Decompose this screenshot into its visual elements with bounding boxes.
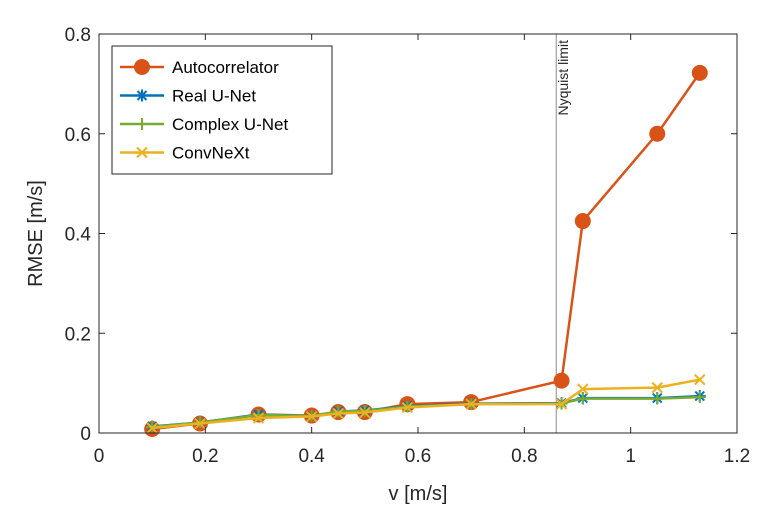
legend-label: Complex U-Net: [172, 115, 288, 134]
x-tick-label: 1: [625, 446, 636, 467]
y-tick-label: 0: [80, 424, 91, 445]
data-point: [694, 373, 706, 386]
data-point: [693, 391, 706, 404]
x-tick-label: 0: [94, 446, 105, 467]
legend-label: Real U-Net: [172, 87, 256, 106]
data-point: [252, 412, 265, 424]
axes-layer: 0 0.2 0.4 0.6 0.8 1 1.2 0 0.2 0.4 0.6 0.8 v [m/s] RMS…: [25, 25, 750, 505]
x-axis-label: v [m/s]: [389, 483, 448, 505]
data-point: [194, 417, 206, 430]
legend-label: Autocorrelator: [172, 58, 279, 77]
data-point: [577, 383, 589, 395]
y-axis-label: RMSE [m/s]: [25, 180, 47, 287]
data-point: [305, 410, 318, 423]
data-point: [651, 381, 663, 394]
y-tick-label: 0.2: [65, 324, 91, 345]
x-tick-label: 0.2: [192, 446, 218, 467]
data-point: [401, 401, 414, 414]
legend-swatch-marker: [136, 89, 148, 102]
data-point: [555, 398, 568, 410]
x-tick-label: 0.6: [405, 446, 431, 467]
legend: Autocorrelator Real U-Net Complex U-Net Con…: [111, 45, 333, 175]
data-point: [574, 213, 591, 230]
data-point: [651, 392, 664, 405]
data-point: [649, 125, 666, 142]
y-tick-label: 0.6: [65, 125, 91, 146]
legend-label: ConvNeXt: [172, 144, 250, 163]
marks-layer: Nyquist limit: [144, 34, 708, 438]
data-point: [146, 422, 158, 434]
x-tick-label: 0.4: [298, 446, 325, 467]
series-line-convnext: [152, 378, 701, 430]
data-point: [691, 64, 708, 81]
data-point: [332, 407, 344, 420]
y-tick-label: 0.4: [65, 225, 92, 246]
y-tick-label: 0.8: [65, 25, 91, 46]
x-tick-label: 0.8: [511, 446, 537, 467]
data-point: [576, 392, 589, 405]
data-point: [553, 372, 570, 389]
x-tick-label: 1.2: [724, 446, 750, 467]
legend-swatch-marker: [136, 146, 148, 159]
legend-swatch-marker: [134, 59, 150, 75]
data-point: [332, 405, 345, 418]
legend-swatch-marker: [136, 118, 148, 130]
data-point: [359, 406, 371, 419]
nyquist-limit-label: Nyquist limit: [555, 40, 571, 116]
data-point: [465, 398, 477, 410]
